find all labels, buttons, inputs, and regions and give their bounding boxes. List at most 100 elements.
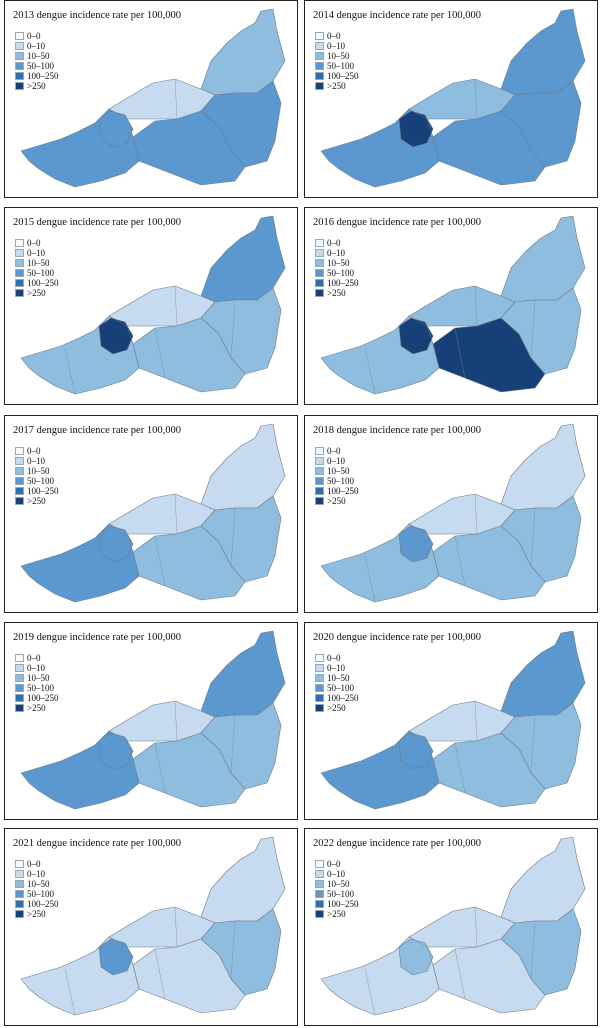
region-hotspot — [98, 317, 134, 355]
legend-label: 50–100 — [327, 476, 354, 486]
legend-item: 50–100 — [15, 476, 59, 486]
legend-label: 0–10 — [27, 869, 45, 879]
legend-item: 0–10 — [315, 663, 359, 673]
legend-label: >250 — [327, 288, 346, 298]
district-boundary — [154, 327, 166, 379]
legend-swatch — [15, 259, 24, 267]
district-boundary — [64, 555, 76, 603]
legend-label: 0–10 — [27, 248, 45, 258]
legend-swatch — [15, 52, 24, 60]
district-boundary — [64, 968, 76, 1016]
legend-swatch — [315, 477, 324, 485]
legend-swatch — [15, 82, 24, 90]
district-boundary — [364, 968, 376, 1016]
district-boundary — [230, 920, 236, 980]
legend-swatch — [15, 487, 24, 495]
district-boundary — [500, 295, 516, 319]
legend-label: 0–10 — [327, 663, 345, 673]
legend-item: >250 — [15, 703, 59, 713]
district-boundary — [108, 108, 134, 138]
panel-title: 2017 dengue incidence rate per 100,000 — [13, 425, 181, 436]
legend: 0–0 0–10 10–50 50–100 100–250 >250 — [315, 446, 359, 506]
district-boundary — [230, 507, 236, 567]
legend-item: 50–100 — [315, 889, 359, 899]
legend-item: 0–0 — [15, 653, 59, 663]
legend-label: >250 — [327, 909, 346, 919]
legend-item: 50–100 — [15, 889, 59, 899]
legend-label: 10–50 — [27, 673, 50, 683]
district-boundary — [230, 92, 236, 152]
legend-item: 100–250 — [315, 486, 359, 496]
region-hotspot — [398, 317, 434, 355]
district-boundary — [408, 108, 434, 138]
legend-swatch — [15, 279, 24, 287]
district-boundary — [474, 906, 478, 948]
legend-swatch — [315, 52, 324, 60]
legend-label: 10–50 — [327, 879, 350, 889]
legend-swatch — [15, 239, 24, 247]
legend-item: 10–50 — [315, 673, 359, 683]
legend-swatch — [315, 269, 324, 277]
legend: 0–0 0–10 10–50 50–100 100–250 >250 — [315, 653, 359, 713]
legend-swatch — [315, 457, 324, 465]
legend-item: 0–10 — [315, 456, 359, 466]
legend-label: 0–10 — [327, 869, 345, 879]
district-boundary — [500, 503, 516, 527]
district-boundary — [200, 710, 216, 734]
legend-swatch — [15, 477, 24, 485]
legend-swatch — [15, 900, 24, 908]
map-panel: 2016 dengue incidence rate per 100,000 0–… — [304, 207, 598, 405]
legend-item: 0–0 — [315, 31, 359, 41]
district-boundary — [200, 88, 216, 112]
district-boundary — [200, 503, 216, 527]
panel-title: 2019 dengue incidence rate per 100,000 — [13, 632, 181, 643]
legend-item: 50–100 — [15, 61, 59, 71]
legend-label: >250 — [27, 81, 46, 91]
legend-label: 100–250 — [327, 486, 359, 496]
choropleth-map — [20, 836, 286, 1016]
legend-item: >250 — [15, 496, 59, 506]
map-panel: 2022 dengue incidence rate per 100,000 0–… — [304, 828, 598, 1026]
legend-label: 50–100 — [27, 476, 54, 486]
legend-label: 10–50 — [327, 258, 350, 268]
legend-swatch — [315, 654, 324, 662]
legend-label: 0–10 — [27, 663, 45, 673]
legend-item: 0–0 — [15, 859, 59, 869]
legend-swatch — [315, 42, 324, 50]
legend: 0–0 0–10 10–50 50–100 100–250 >250 — [15, 446, 59, 506]
region-hotspot — [98, 525, 134, 563]
legend-item: 0–0 — [315, 238, 359, 248]
legend-label: 50–100 — [327, 268, 354, 278]
district-boundary — [500, 88, 516, 112]
legend-item: 0–0 — [315, 446, 359, 456]
legend-swatch — [15, 62, 24, 70]
district-boundary — [200, 295, 216, 319]
district-boundary — [64, 762, 76, 810]
legend-label: 10–50 — [27, 879, 50, 889]
legend: 0–0 0–10 10–50 50–100 100–250 >250 — [15, 653, 59, 713]
legend-swatch — [15, 870, 24, 878]
legend-item: 100–250 — [315, 693, 359, 703]
legend-swatch — [15, 457, 24, 465]
region-hotspot — [398, 732, 434, 770]
district-boundary — [364, 762, 376, 810]
legend-label: 0–10 — [327, 41, 345, 51]
district-boundary — [108, 730, 134, 760]
district-boundary — [408, 936, 434, 966]
legend: 0–0 0–10 10–50 50–100 100–250 >250 — [315, 859, 359, 919]
legend-item: 10–50 — [15, 51, 59, 61]
legend-swatch — [315, 694, 324, 702]
legend-label: 0–0 — [27, 859, 41, 869]
legend-item: 10–50 — [15, 466, 59, 476]
choropleth-map — [20, 8, 286, 188]
district-boundary — [454, 948, 466, 1000]
legend-item: 0–10 — [15, 456, 59, 466]
legend-label: 50–100 — [327, 683, 354, 693]
district-boundary — [108, 315, 134, 345]
panel-title: 2015 dengue incidence rate per 100,000 — [13, 217, 181, 228]
district-boundary — [530, 507, 536, 567]
legend-label: 100–250 — [27, 693, 59, 703]
legend-item: 50–100 — [315, 683, 359, 693]
choropleth-map — [320, 8, 586, 188]
legend-label: >250 — [27, 703, 46, 713]
